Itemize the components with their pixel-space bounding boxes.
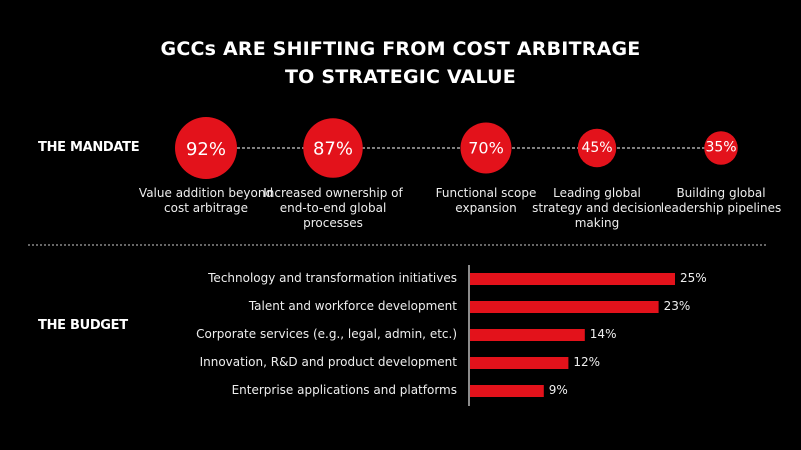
mandate-bubble-value: 87%: [313, 139, 353, 160]
budget-category-label: Talent and workforce development: [248, 299, 457, 313]
title-line-1: GCCs ARE SHIFTING FROM COST ARBITRAGE: [160, 38, 641, 60]
budget-value-label: 25%: [680, 271, 707, 285]
mandate-bubble: [175, 117, 237, 179]
mandate-category-label: Building global leadership pipelines: [660, 186, 782, 215]
budget-category-label: Innovation, R&D and product development: [199, 355, 457, 369]
mandate-category-label: Value addition beyond cost arbitrage: [138, 186, 274, 215]
mandate-bubble: [577, 128, 617, 168]
budget-bar: [470, 357, 569, 369]
budget-bar: [470, 301, 659, 313]
budget-section-label: THE BUDGET: [38, 318, 128, 333]
budget-category-label: Corporate services (e.g., legal, admin, …: [196, 327, 457, 341]
mandate-bubble: [704, 131, 738, 165]
budget-value-label: 12%: [573, 355, 601, 369]
mandate-bubble-value: 70%: [468, 139, 504, 158]
budget-category-label: Technology and transformation initiative…: [208, 271, 457, 285]
budget-bar: [470, 273, 675, 285]
budget-value-label: 14%: [589, 327, 617, 341]
budget-category-label: Enterprise applications and platforms: [231, 383, 457, 397]
title-line-2: TO STRATEGIC VALUE: [285, 66, 516, 88]
mandate-category-label: Leading global strategy and decision mak…: [532, 186, 662, 230]
mandate-category-label: Functional scope expansion: [435, 186, 537, 215]
mandate-bubble-value: 45%: [581, 140, 612, 156]
mandate-bubble: [303, 118, 363, 178]
budget-bar: [470, 385, 544, 397]
budget-bar: [470, 329, 585, 341]
budget-value-label: 23%: [663, 299, 691, 313]
budget-value-label: 9%: [548, 383, 568, 397]
mandate-category-label: Increased ownership of end-to-end global…: [263, 186, 403, 230]
mandate-section-label: THE MANDATE: [38, 140, 140, 155]
mandate-bubble: [460, 122, 512, 174]
mandate-bubble-value: 92%: [186, 139, 226, 160]
mandate-bubble-value: 35%: [705, 140, 736, 156]
